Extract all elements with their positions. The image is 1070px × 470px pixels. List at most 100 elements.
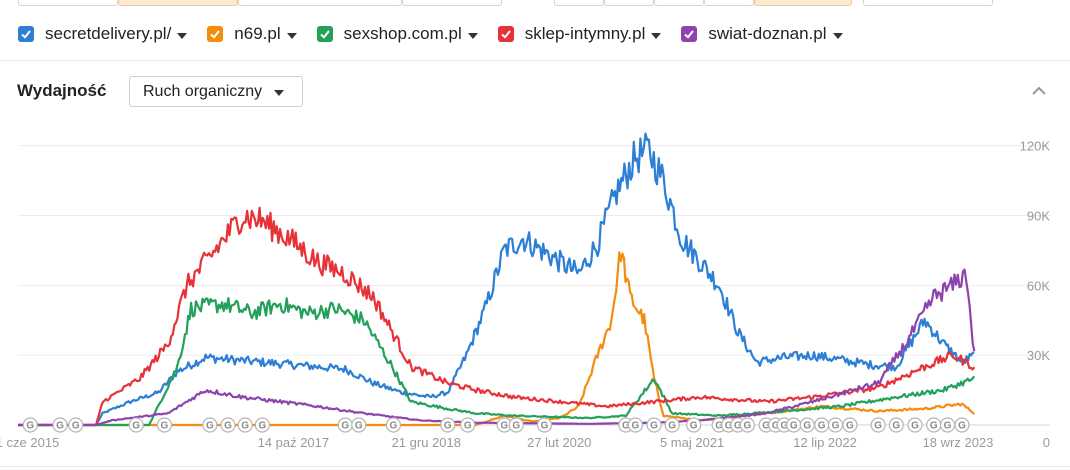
legend-item-1[interactable]: n69.pl (207, 24, 297, 44)
legend-label: sklep-intymny.pl (524, 24, 646, 43)
google-update-glyph: G (930, 421, 938, 432)
google-update-glyph: G (734, 421, 742, 432)
google-update-glyph: G (944, 421, 952, 432)
google-update-circle (536, 417, 553, 433)
google-update-icon: G (337, 417, 353, 433)
google-update-icon: G (842, 417, 858, 433)
top-toolbar (0, 0, 1070, 8)
google-update-circle (842, 417, 858, 433)
google-update-glyph: G (690, 421, 698, 432)
google-update-glyph: G (464, 421, 472, 432)
checkbox-checked-icon[interactable] (497, 26, 514, 42)
chevron-down-icon[interactable] (651, 32, 662, 39)
google-update-glyph: G (762, 421, 770, 432)
google-update-icon: G (627, 417, 643, 433)
toolbar-segment-6[interactable] (654, 0, 704, 6)
google-update-glyph: G (224, 421, 232, 432)
google-update-circle (156, 417, 173, 433)
google-update-icon: G (156, 417, 173, 433)
metric-dropdown[interactable]: Ruch organiczny (129, 76, 303, 107)
legend-label: swiat-doznan.pl (708, 24, 827, 43)
collapse-button[interactable] (1030, 82, 1048, 100)
google-update-icon: G (508, 417, 524, 433)
google-update-glyph: G (500, 421, 508, 432)
traffic-chart: 0 30K 60K 90K 120K 1 cze 2015 14 paź 2017 21 gr… (0, 132, 1050, 450)
google-update-circle (220, 417, 236, 433)
checkbox-checked-icon[interactable] (681, 26, 698, 42)
google-update-icon: G (739, 417, 755, 433)
google-update-glyph: G (541, 421, 549, 432)
google-update-glyph: G (715, 421, 723, 432)
google-update-circle (907, 417, 923, 433)
legend-item-2[interactable]: sexshop.com.pl (316, 24, 478, 44)
series-line-3 (18, 206, 976, 427)
toolbar-segment-8[interactable] (754, 0, 852, 6)
google-update-glyph: G (892, 421, 900, 432)
chevron-down-icon[interactable] (177, 32, 188, 39)
google-update-circle (739, 417, 755, 433)
checkbox-checked-icon[interactable] (207, 26, 224, 42)
google-update-glyph: G (650, 421, 658, 432)
google-update-icon: G (536, 417, 553, 433)
legend-item-4[interactable]: swiat-doznan.pl (681, 24, 843, 44)
google-update-icon: G (460, 417, 476, 433)
google-update-icon: G (939, 417, 956, 433)
google-update-circle (68, 417, 84, 433)
google-update-glyph: G (958, 421, 966, 432)
series-line-0 (18, 132, 975, 427)
google-update-glyph: G (341, 421, 349, 432)
google-update-icon: G (799, 417, 815, 433)
google-update-icon: G (220, 417, 236, 433)
google-update-icon: G (351, 417, 367, 433)
legend-label: n69.pl (234, 24, 281, 43)
toolbar-segment-3[interactable] (402, 0, 502, 6)
google-update-glyph: G (206, 421, 214, 432)
series-line-4 (18, 268, 976, 427)
legend-label: sexshop.com.pl (343, 24, 462, 43)
legend-item-3[interactable]: sklep-intymny.pl (497, 24, 662, 44)
google-update-circle (508, 417, 524, 433)
google-update-icon: G (440, 417, 456, 433)
google-update-circle (128, 417, 144, 433)
google-update-circle (254, 417, 270, 433)
google-update-circle (888, 417, 904, 433)
checkbox-checked-icon[interactable] (316, 26, 333, 42)
google-update-glyph: G (161, 421, 169, 432)
google-update-glyph: G (790, 421, 798, 432)
legend-item-0[interactable]: secretdelivery.pl/ (18, 24, 188, 44)
section-title: Wydajność (17, 81, 107, 100)
google-update-glyph: G (744, 421, 752, 432)
google-update-icon: G (52, 417, 68, 433)
google-update-glyph: G (772, 421, 780, 432)
google-update-glyph: G (132, 421, 140, 432)
google-update-icon: G (954, 417, 970, 433)
chevron-down-icon[interactable] (286, 32, 297, 39)
google-update-glyph: G (355, 421, 363, 432)
x-tick-label: 27 lut 2020 (527, 435, 591, 450)
google-update-glyph: G (818, 421, 826, 432)
x-tick-label: 12 lip 2022 (793, 435, 857, 450)
toolbar-segment-1[interactable] (118, 0, 238, 6)
google-update-glyph: G (846, 421, 854, 432)
google-update-glyph: G (631, 421, 639, 432)
google-update-glyph: G (512, 421, 520, 432)
x-tick-label: 21 gru 2018 (392, 435, 461, 450)
google-update-glyph: G (780, 421, 788, 432)
toolbar-segment-9[interactable] (863, 0, 993, 6)
toolbar-segment-5[interactable] (604, 0, 654, 6)
chevron-down-icon[interactable] (832, 32, 843, 39)
x-tick-label: 1 cze 2015 (0, 435, 59, 450)
toolbar-segment-4[interactable] (554, 0, 604, 6)
y-tick-label: 0 (1043, 435, 1050, 450)
section-divider (0, 60, 1070, 61)
google-update-circle (22, 417, 38, 433)
chevron-down-icon[interactable] (467, 32, 478, 39)
toolbar-segment-7[interactable] (704, 0, 754, 6)
google-update-glyph: G (241, 421, 249, 432)
toolbar-segment-0[interactable] (18, 0, 118, 6)
google-update-circle (351, 417, 367, 433)
checkbox-checked-icon[interactable] (18, 26, 34, 42)
google-update-circle (627, 417, 643, 433)
chevron-up-icon (1032, 86, 1046, 95)
toolbar-segment-2[interactable] (238, 0, 402, 6)
